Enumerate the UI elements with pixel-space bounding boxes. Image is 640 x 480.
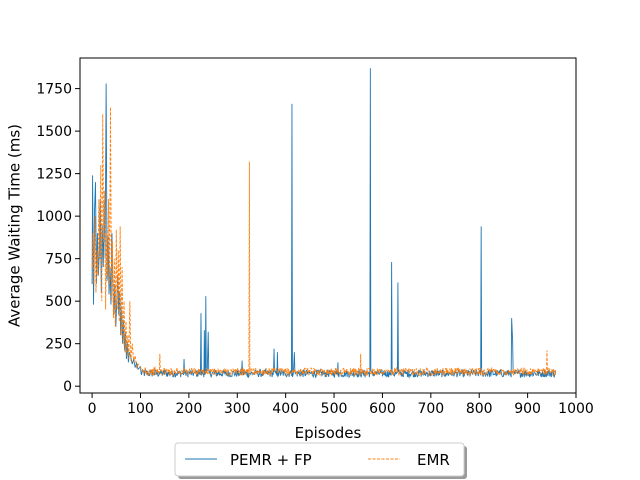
series-line-emr <box>91 107 557 378</box>
x-tick-label: 100 <box>127 401 154 417</box>
x-tick-label: 700 <box>417 401 444 417</box>
x-axis-label: Episodes <box>295 424 362 442</box>
x-tick-label: 200 <box>176 401 203 417</box>
legend-box <box>174 442 465 477</box>
y-axis-ticks: 0 250 500 750 1000 1250 1500 1750 <box>36 82 80 395</box>
plot-frame <box>79 57 577 394</box>
legend: PEMR + FP EMR <box>174 442 467 479</box>
x-tick-label: 800 <box>466 401 493 417</box>
y-tick-label: 1750 <box>36 82 72 98</box>
y-tick-label: 0 <box>63 379 72 395</box>
legend-label-emr: EMR <box>417 451 450 469</box>
y-tick-label: 500 <box>45 294 72 310</box>
y-tick-label: 1000 <box>36 209 72 225</box>
y-tick-label: 250 <box>45 337 72 353</box>
series-layer <box>91 68 557 379</box>
x-tick-label: 500 <box>321 401 348 417</box>
x-tick-label: 1000 <box>558 401 594 417</box>
y-axis-label: Average Waiting Time (ms) <box>5 124 23 327</box>
x-tick-label: 0 <box>88 401 97 417</box>
y-tick-label: 1500 <box>36 124 72 140</box>
y-tick-label: 1250 <box>36 167 72 183</box>
x-tick-label: 600 <box>369 401 396 417</box>
x-tick-label: 900 <box>514 401 541 417</box>
legend-label-pemr-fp: PEMR + FP <box>230 451 312 469</box>
x-axis-ticks: 0 100 200 300 400 500 600 700 800 900 1000 <box>88 393 594 417</box>
y-tick-label: 750 <box>45 252 72 268</box>
x-tick-label: 300 <box>224 401 251 417</box>
x-tick-label: 400 <box>272 401 299 417</box>
